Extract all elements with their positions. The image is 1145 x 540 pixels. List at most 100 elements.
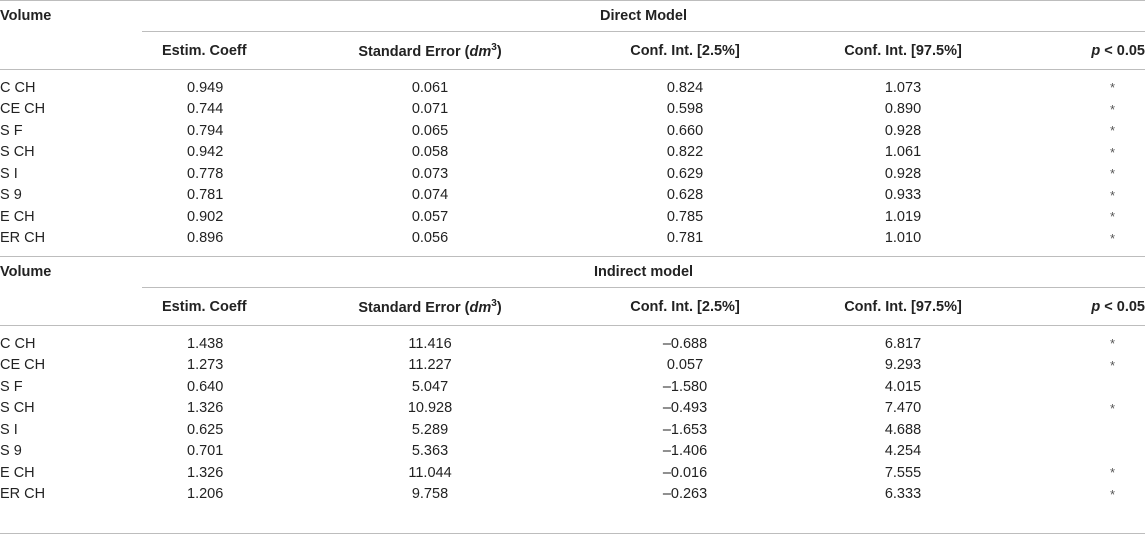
cell-ci-high: 0.890 xyxy=(884,101,922,118)
cell-estim-coeff: 0.902 xyxy=(187,208,224,225)
cell-ci-high: 6.333 xyxy=(884,486,922,503)
table-row: S F 0.640 5.047 –1.580 4.015 xyxy=(0,376,1145,398)
header-p-rest: < 0.05 xyxy=(1100,42,1145,59)
row-label: S I xyxy=(0,421,18,438)
header-se-exp: 3 xyxy=(491,297,497,309)
cell-significance: * xyxy=(1109,144,1115,160)
cell-standard-error: 0.074 xyxy=(411,187,449,204)
row-label: S F xyxy=(0,378,23,395)
cell-significance: * xyxy=(1109,166,1115,182)
cell-standard-error: 0.073 xyxy=(411,165,449,182)
header-standard-error: Standard Error (dm3) xyxy=(285,32,575,70)
cell-significance: * xyxy=(1109,80,1115,96)
header-p-value: p < 0.05 xyxy=(1011,32,1145,70)
cell-standard-error: 5.289 xyxy=(411,421,449,438)
cell-significance: * xyxy=(1109,123,1115,139)
cell-significance: * xyxy=(1109,187,1115,203)
row-label: C CH xyxy=(0,79,36,96)
table-row: S I 0.625 5.289 –1.653 4.688 xyxy=(0,419,1145,441)
table-row: S CH 1.326 10.928 –0.493 7.470 * xyxy=(0,398,1145,420)
cell-estim-coeff: 1.438 xyxy=(187,335,224,352)
row-label: S F xyxy=(0,122,23,139)
header-se-prefix: Standard Error ( xyxy=(358,299,470,316)
cell-significance: * xyxy=(1109,209,1115,225)
header-p-var: p xyxy=(1091,298,1101,315)
cell-ci-high: 0.933 xyxy=(884,187,922,204)
cell-ci-low: 0.598 xyxy=(666,101,704,118)
row-label: CE CH xyxy=(0,101,46,118)
table-row: S 9 0.701 5.363 –1.406 4.254 xyxy=(0,441,1145,463)
cell-estim-coeff: 0.640 xyxy=(187,378,224,395)
header-ci-low: Conf. Int. [2.5%] xyxy=(630,42,740,59)
table-row: S F 0.794 0.065 0.660 0.928 * xyxy=(0,120,1145,142)
cell-standard-error: 5.363 xyxy=(411,443,449,460)
header-p-var: p xyxy=(1091,42,1101,59)
header-ci-high: Conf. Int. [97.5%] xyxy=(844,298,962,315)
table-row: CE CH 1.273 11.227 0.057 9.293 * xyxy=(0,355,1145,377)
model-title: Indirect model xyxy=(142,257,1145,288)
header-ci-high: Conf. Int. [97.5%] xyxy=(844,42,962,59)
table-row: C CH 0.949 0.061 0.824 1.073 * xyxy=(0,77,1145,99)
cell-ci-high: 1.061 xyxy=(884,144,922,161)
table-row: CE CH 0.744 0.071 0.598 0.890 * xyxy=(0,99,1145,121)
cell-ci-high: 1.073 xyxy=(884,79,922,96)
row-label: E CH xyxy=(0,208,35,225)
cell-standard-error: 10.928 xyxy=(407,400,453,417)
cell-ci-low: –0.688 xyxy=(662,335,708,352)
cell-standard-error: 0.065 xyxy=(411,122,449,139)
cell-ci-high: 1.019 xyxy=(884,208,922,225)
header-se-unit: dm xyxy=(469,43,492,60)
cell-estim-coeff: 0.778 xyxy=(187,165,224,182)
cell-ci-low: 0.822 xyxy=(666,144,704,161)
row-label: S CH xyxy=(0,144,35,161)
cell-ci-low: 0.629 xyxy=(666,165,704,182)
row-label: S 9 xyxy=(0,187,22,204)
cell-standard-error: 0.061 xyxy=(411,79,449,96)
header-se-unit: dm xyxy=(469,299,492,316)
cell-standard-error: 11.227 xyxy=(408,357,452,374)
cell-significance: * xyxy=(1109,357,1115,373)
cell-estim-coeff: 0.701 xyxy=(187,443,224,460)
row-label: CE CH xyxy=(0,357,46,374)
cell-estim-coeff: 0.744 xyxy=(187,101,224,118)
cell-ci-low: –0.263 xyxy=(662,486,708,503)
cell-ci-high: 6.817 xyxy=(884,335,922,352)
cell-estim-coeff: 1.326 xyxy=(187,400,224,417)
cell-estim-coeff: 0.896 xyxy=(187,230,224,247)
header-se-suffix: ) xyxy=(496,43,502,60)
row-label: ER CH xyxy=(0,230,46,247)
header-standard-error: Standard Error (dm3) xyxy=(285,288,575,326)
cell-standard-error: 0.058 xyxy=(411,144,449,161)
cell-significance xyxy=(1011,376,1145,398)
cell-significance: * xyxy=(1109,486,1115,502)
table-row: ER CH 0.896 0.056 0.781 1.010 * xyxy=(0,228,1145,250)
header-se-exp: 3 xyxy=(491,41,497,53)
cell-standard-error: 9.758 xyxy=(411,486,449,503)
cell-significance xyxy=(1011,441,1145,463)
cell-estim-coeff: 1.326 xyxy=(187,464,224,481)
header-estim-coeff: Estim. Coeff xyxy=(162,298,247,315)
row-label: S CH xyxy=(0,400,35,417)
table-row: E CH 1.326 11.044 –0.016 7.555 * xyxy=(0,462,1145,484)
table-row: E CH 0.902 0.057 0.785 1.019 * xyxy=(0,206,1145,228)
cell-estim-coeff: 1.273 xyxy=(187,357,224,374)
cell-standard-error: 5.047 xyxy=(411,378,449,395)
cell-ci-high: 7.470 xyxy=(884,400,922,417)
table-row: ER CH 1.206 9.758 –0.263 6.333 * xyxy=(0,484,1145,506)
cell-ci-low: –0.493 xyxy=(662,400,708,417)
cell-standard-error: 0.056 xyxy=(411,230,449,247)
cell-estim-coeff: 0.942 xyxy=(187,144,224,161)
cell-ci-low: –1.406 xyxy=(662,443,708,460)
cell-ci-high: 7.555 xyxy=(884,464,922,481)
cell-ci-low: –1.580 xyxy=(662,378,708,395)
cell-ci-high: 9.293 xyxy=(884,357,922,374)
cell-ci-high: 1.010 xyxy=(884,230,922,247)
cell-significance: * xyxy=(1109,465,1115,481)
cell-ci-low: 0.628 xyxy=(666,187,704,204)
row-label: ER CH xyxy=(0,486,46,503)
volume-label: Volume xyxy=(0,8,52,25)
cell-ci-low: 0.660 xyxy=(666,122,704,139)
row-label: E CH xyxy=(0,464,35,481)
